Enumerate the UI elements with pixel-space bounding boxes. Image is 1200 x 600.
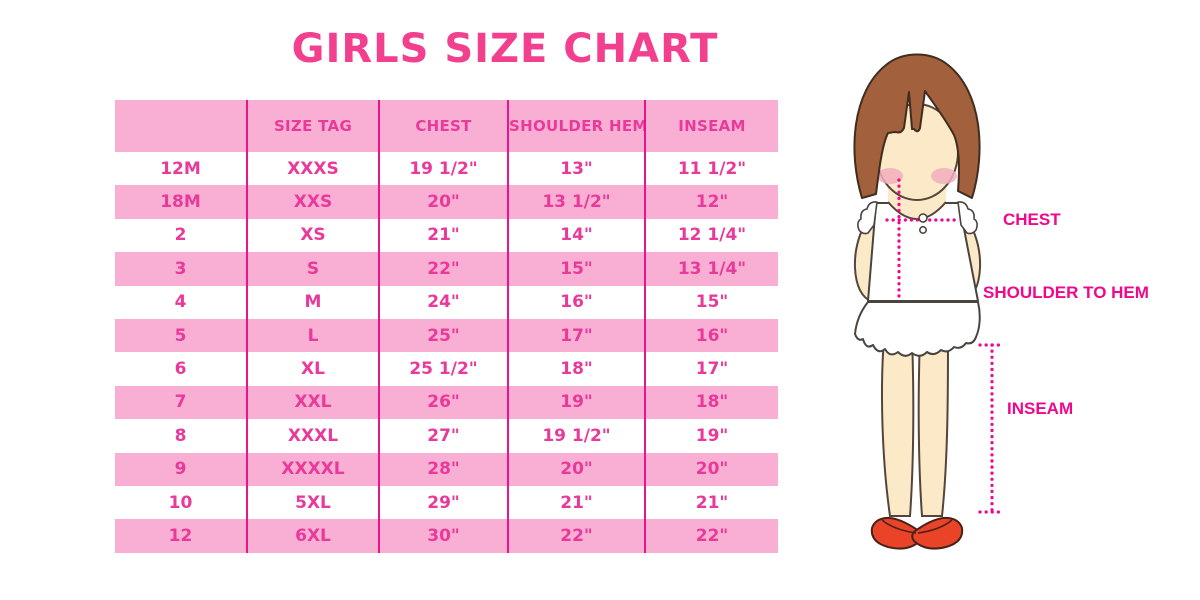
table-row: 6 XL 25 1/2" 18" 17" xyxy=(115,352,778,386)
table-cell: 16" xyxy=(508,285,646,319)
table-cell: XXL xyxy=(247,385,380,420)
table-cell: 14" xyxy=(508,218,646,253)
table-cell: 20" xyxy=(645,452,778,486)
table-cell: 13 1/4" xyxy=(645,252,778,286)
table-cell: 19 1/2" xyxy=(379,152,509,186)
table-cell: XXXXL xyxy=(247,452,380,486)
table-cell: 22" xyxy=(379,252,509,286)
size-table-header: SIZE TAG CHEST SHOULDER HEM INSEAM xyxy=(115,100,778,152)
shoulder-ruffle-left xyxy=(857,201,878,235)
table-cell: 18M xyxy=(115,185,248,219)
table-cell: 8 xyxy=(115,419,248,453)
column-header: SHOULDER HEM xyxy=(508,100,646,152)
table-cell: XXS xyxy=(247,185,380,219)
column-header: CHEST xyxy=(379,100,509,152)
table-cell: 21" xyxy=(379,218,509,253)
table-cell: 9 xyxy=(115,452,248,486)
table-cell: 17" xyxy=(645,352,778,386)
table-cell: 2 xyxy=(115,218,248,253)
table-cell: 3 xyxy=(115,252,248,286)
table-cell: 5 xyxy=(115,318,248,353)
table-cell: XXXS xyxy=(247,152,380,186)
table-cell: 18" xyxy=(508,352,646,386)
shoes xyxy=(870,516,964,550)
table-cell: 20" xyxy=(379,185,509,219)
table-cell: 19" xyxy=(645,419,778,453)
table-row: 7 XXL 26" 19" 18" xyxy=(115,385,778,420)
shirt-buttons xyxy=(918,213,928,234)
table-cell: 29" xyxy=(379,485,509,520)
blush-right xyxy=(931,168,957,184)
table-cell: 12" xyxy=(645,185,778,219)
table-cell: 15" xyxy=(508,252,646,286)
table-row: 4 M 24" 16" 15" xyxy=(115,285,778,319)
table-cell: 21" xyxy=(645,485,778,520)
size-table-body: 12M XXXS 19 1/2" 13" 11 1/2" 18M XXS 20" 13 1/2"… xyxy=(115,152,778,553)
table-row: 8 XXXL 27" 19 1/2" 19" xyxy=(115,419,778,453)
girl-figure-svg xyxy=(853,53,1006,550)
hair xyxy=(853,53,981,199)
table-cell: 10 xyxy=(115,485,248,520)
table-cell: L xyxy=(247,318,380,353)
blush-left xyxy=(877,168,903,184)
table-cell: XL xyxy=(247,352,380,386)
column-header: INSEAM xyxy=(645,100,778,152)
table-cell: 30" xyxy=(379,519,509,553)
table-cell: 21" xyxy=(508,485,646,520)
inseam-label: INSEAM xyxy=(1007,399,1074,418)
table-row: 3 S 22" 15" 13 1/4" xyxy=(115,252,778,286)
table-cell: 5XL xyxy=(247,485,380,520)
column-header: SIZE TAG xyxy=(247,100,380,152)
table-row: 12M XXXS 19 1/2" 13" 11 1/2" xyxy=(115,152,778,186)
table-cell: 11 1/2" xyxy=(645,152,778,186)
table-cell: 15" xyxy=(645,285,778,319)
table-cell: 24" xyxy=(379,285,509,319)
table-cell: 12 xyxy=(115,519,248,553)
table-cell: 4 xyxy=(115,285,248,319)
header-row: SIZE TAG CHEST SHOULDER HEM INSEAM xyxy=(115,100,778,152)
table-row: 18M XXS 20" 13 1/2" 12" xyxy=(115,185,778,219)
table-cell: 22" xyxy=(645,519,778,553)
girls-size-table: SIZE TAG CHEST SHOULDER HEM INSEAM 12M XXXS 1… xyxy=(115,100,778,553)
shirt xyxy=(857,188,979,302)
chest-label: CHEST xyxy=(1003,210,1061,229)
ruffle-skirt xyxy=(854,301,981,357)
table-cell: 16" xyxy=(645,318,778,353)
table-cell: 19" xyxy=(508,385,646,420)
table-cell: 13 1/2" xyxy=(508,185,646,219)
table-cell: 13" xyxy=(508,152,646,186)
shoulder-ruffle-right xyxy=(957,201,978,235)
table-cell: 19 1/2" xyxy=(508,419,646,453)
table-row: 10 5XL 29" 21" 21" xyxy=(115,485,778,520)
table-cell: 25 1/2" xyxy=(379,352,509,386)
table-cell: 7 xyxy=(115,385,248,420)
table-cell: 18" xyxy=(645,385,778,420)
table-cell: 28" xyxy=(379,452,509,486)
table-row: 9 XXXXL 28" 20" 20" xyxy=(115,452,778,486)
table-cell: 6 xyxy=(115,352,248,386)
table-cell: 25" xyxy=(379,318,509,353)
table-cell: S xyxy=(247,252,380,286)
column-header xyxy=(115,100,248,152)
page-title: GIRLS SIZE CHART xyxy=(291,26,719,72)
table-cell: 27" xyxy=(379,419,509,453)
girl-measurement-illustration xyxy=(830,40,1200,600)
table-row: 2 XS 21" 14" 12 1/4" xyxy=(115,218,778,253)
table-cell: M xyxy=(247,285,380,319)
table-cell: 12M xyxy=(115,152,248,186)
table-cell: XXXL xyxy=(247,419,380,453)
legs xyxy=(881,337,950,517)
table-row: 5 L 25" 17" 16" xyxy=(115,318,778,353)
table-row: 12 6XL 30" 22" 22" xyxy=(115,519,778,553)
table-cell: XS xyxy=(247,218,380,253)
shoulder-to-hem-label: SHOULDER TO HEM xyxy=(983,283,1149,302)
table-cell: 12 1/4" xyxy=(645,218,778,253)
table-cell: 6XL xyxy=(247,519,380,553)
table-cell: 17" xyxy=(508,318,646,353)
table-cell: 20" xyxy=(508,452,646,486)
table-cell: 22" xyxy=(508,519,646,553)
table-cell: 26" xyxy=(379,385,509,420)
